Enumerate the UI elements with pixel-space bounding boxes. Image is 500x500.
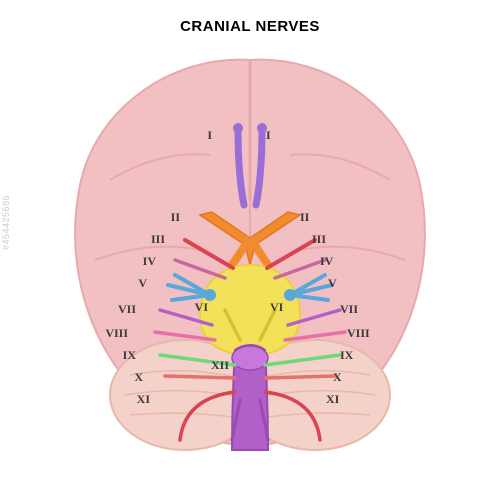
label-VII: VII — [340, 302, 358, 317]
label-II: II — [300, 210, 309, 225]
label-XII: XII — [211, 358, 229, 373]
watermark: #454425686 — [1, 195, 11, 250]
label-VIII: VIII — [105, 326, 128, 341]
label-VII: VII — [118, 302, 136, 317]
label-VI: VI — [195, 300, 208, 315]
medulla — [232, 345, 268, 450]
label-IX: IX — [123, 348, 136, 363]
label-V: V — [328, 276, 337, 291]
label-XI: XI — [137, 392, 150, 407]
label-II: II — [171, 210, 180, 225]
label-XI: XI — [326, 392, 339, 407]
label-III: III — [312, 232, 326, 247]
label-III: III — [151, 232, 165, 247]
label-IX: IX — [340, 348, 353, 363]
label-IV: IV — [143, 254, 156, 269]
label-X: X — [134, 370, 143, 385]
cranial-nerves-diagram — [0, 0, 500, 500]
label-VI: VI — [270, 300, 283, 315]
label-I: I — [266, 128, 271, 143]
label-I: I — [207, 128, 212, 143]
label-X: X — [333, 370, 342, 385]
diagram-title: CRANIAL NERVES — [0, 18, 500, 35]
label-IV: IV — [320, 254, 333, 269]
label-V: V — [138, 276, 147, 291]
label-VIII: VIII — [347, 326, 370, 341]
